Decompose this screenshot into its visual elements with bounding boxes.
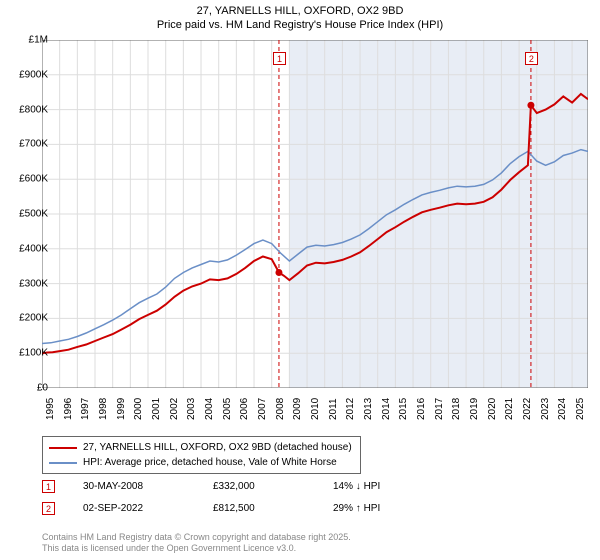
x-tick-label: 2006 <box>239 398 250 420</box>
sale-marker-flag: 2 <box>525 52 538 65</box>
y-tick-label: £1M <box>29 35 48 46</box>
footer-line1: Contains HM Land Registry data © Crown c… <box>42 532 351 543</box>
x-tick-label: 2017 <box>434 398 445 420</box>
x-tick-label: 2011 <box>328 398 339 420</box>
legend-swatch <box>49 462 77 464</box>
footer-line2: This data is licensed under the Open Gov… <box>42 543 351 554</box>
x-tick-label: 2018 <box>451 398 462 420</box>
y-tick-label: £800K <box>19 104 48 115</box>
title-subtitle: Price paid vs. HM Land Registry's House … <box>0 18 600 32</box>
x-tick-label: 2016 <box>416 398 427 420</box>
y-tick-label: £0 <box>37 383 48 394</box>
sale-date: 30-MAY-2008 <box>83 481 213 492</box>
y-tick-label: £400K <box>19 243 48 254</box>
x-tick-label: 1996 <box>63 398 74 420</box>
x-tick-label: 2008 <box>275 398 286 420</box>
sale-price: £332,000 <box>213 481 333 492</box>
x-tick-label: 2007 <box>257 398 268 420</box>
sale-date: 02-SEP-2022 <box>83 503 213 514</box>
legend-label: 27, YARNELLS HILL, OXFORD, OX2 9BD (deta… <box>83 440 352 455</box>
x-tick-label: 2010 <box>310 398 321 420</box>
chart-svg <box>42 40 588 388</box>
x-tick-label: 2022 <box>522 398 533 420</box>
legend-label: HPI: Average price, detached house, Vale… <box>83 455 337 470</box>
sale-data-rows: 1 30-MAY-2008£332,00014% ↓ HPI 2 02-SEP-202… <box>42 478 380 522</box>
x-tick-label: 2004 <box>204 398 215 420</box>
y-tick-label: £300K <box>19 278 48 289</box>
legend-item: 27, YARNELLS HILL, OXFORD, OX2 9BD (deta… <box>49 440 352 455</box>
x-tick-label: 2014 <box>381 398 392 420</box>
legend-box: 27, YARNELLS HILL, OXFORD, OX2 9BD (deta… <box>42 436 361 474</box>
x-tick-label: 1999 <box>116 398 127 420</box>
plot-area <box>42 40 588 388</box>
x-tick-label: 2023 <box>540 398 551 420</box>
y-tick-label: £600K <box>19 174 48 185</box>
x-tick-label: 2003 <box>186 398 197 420</box>
x-tick-label: 1995 <box>45 398 56 420</box>
x-tick-label: 2001 <box>151 398 162 420</box>
sale-marker-flag: 1 <box>273 52 286 65</box>
y-tick-label: £200K <box>19 313 48 324</box>
y-tick-label: £700K <box>19 139 48 150</box>
title-address: 27, YARNELLS HILL, OXFORD, OX2 9BD <box>0 4 600 18</box>
x-tick-label: 2013 <box>363 398 374 420</box>
sale-row: 1 30-MAY-2008£332,00014% ↓ HPI <box>42 478 380 494</box>
x-tick-label: 2009 <box>292 398 303 420</box>
sale-price: £812,500 <box>213 503 333 514</box>
x-tick-label: 2015 <box>398 398 409 420</box>
x-tick-label: 2012 <box>345 398 356 420</box>
x-tick-label: 2020 <box>487 398 498 420</box>
chart-container: 27, YARNELLS HILL, OXFORD, OX2 9BD Price… <box>0 0 600 560</box>
legend-item: HPI: Average price, detached house, Vale… <box>49 455 352 470</box>
x-tick-label: 2025 <box>575 398 586 420</box>
x-tick-label: 1997 <box>80 398 91 420</box>
x-tick-label: 2002 <box>169 398 180 420</box>
sale-delta: 14% ↓ HPI <box>333 481 380 492</box>
footer-attribution: Contains HM Land Registry data © Crown c… <box>42 532 351 554</box>
y-tick-label: £500K <box>19 209 48 220</box>
x-tick-label: 2021 <box>504 398 515 420</box>
x-tick-label: 2019 <box>469 398 480 420</box>
y-tick-label: £900K <box>19 69 48 80</box>
x-tick-label: 1998 <box>98 398 109 420</box>
x-tick-label: 2024 <box>557 398 568 420</box>
y-tick-label: £100K <box>19 348 48 359</box>
x-tick-label: 2000 <box>133 398 144 420</box>
legend-swatch <box>49 447 77 449</box>
sale-delta: 29% ↑ HPI <box>333 503 380 514</box>
sale-row-marker: 2 <box>42 502 55 515</box>
sale-row: 2 02-SEP-2022£812,50029% ↑ HPI <box>42 500 380 516</box>
chart-title: 27, YARNELLS HILL, OXFORD, OX2 9BD Price… <box>0 0 600 33</box>
x-tick-label: 2005 <box>222 398 233 420</box>
sale-row-marker: 1 <box>42 480 55 493</box>
